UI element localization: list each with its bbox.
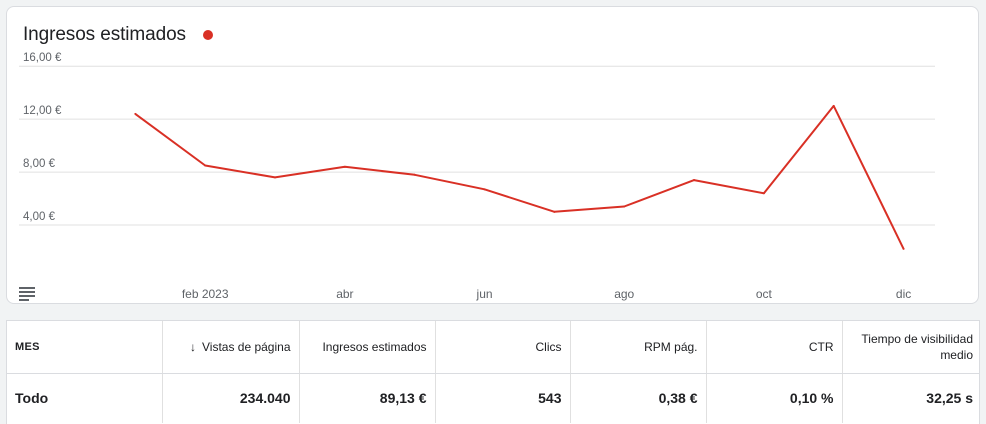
series-line bbox=[134, 104, 905, 250]
data-point bbox=[274, 176, 277, 179]
cell-clics: 543 bbox=[435, 373, 571, 423]
data-point bbox=[204, 164, 207, 167]
data-point bbox=[762, 192, 765, 195]
data-point bbox=[623, 205, 626, 208]
cell-ctr: 0,10 % bbox=[706, 373, 843, 423]
x-tick-label: jun bbox=[476, 287, 493, 301]
header-vistas[interactable]: ↓ Vistas de página bbox=[162, 321, 300, 374]
y-tick-label: 12,00 € bbox=[23, 105, 62, 117]
cell-tiempo: 32,25 s bbox=[926, 390, 973, 407]
data-point bbox=[413, 173, 416, 176]
chart-header: Ingresos estimados bbox=[23, 24, 213, 46]
table-header-row: MES ↓ Vistas de página Ingresos estimados… bbox=[7, 321, 979, 374]
x-tick-label: feb 2023 bbox=[182, 287, 229, 301]
header-mes[interactable]: MES bbox=[7, 321, 163, 374]
data-table: MES ↓ Vistas de página Ingresos estimados… bbox=[7, 321, 979, 423]
table-view-icon[interactable] bbox=[19, 287, 35, 301]
data-point bbox=[134, 112, 137, 115]
header-ctr[interactable]: CTR bbox=[706, 321, 843, 374]
header-rpm[interactable]: RPM pág. bbox=[570, 321, 707, 374]
y-tick-label: 8,00 € bbox=[23, 158, 56, 170]
x-tick-label: oct bbox=[756, 287, 773, 301]
x-tick-label: dic bbox=[896, 287, 911, 301]
data-point bbox=[483, 188, 486, 191]
header-clics[interactable]: Clics bbox=[435, 321, 571, 374]
header-ingresos[interactable]: Ingresos estimados bbox=[299, 321, 436, 374]
sort-down-icon: ↓ bbox=[189, 339, 196, 354]
cell-rpm: 0,38 € bbox=[570, 373, 707, 423]
line-chart: 4,00 € 8,00 € 12,00 € 16,00 € feb 2023 abr jun… bbox=[19, 52, 935, 301]
legend-dot bbox=[202, 30, 213, 40]
x-tick-label: abr bbox=[336, 287, 353, 301]
cell-mes: Todo bbox=[7, 373, 163, 423]
data-point bbox=[693, 179, 696, 182]
cell-vistas: 234.040 bbox=[162, 373, 300, 423]
y-tick-label: 16,00 € bbox=[23, 52, 62, 64]
chart-title: Ingresos estimados bbox=[23, 24, 186, 45]
data-table-card: MES ↓ Vistas de página Ingresos estimados… bbox=[6, 320, 980, 424]
data-point bbox=[553, 210, 556, 213]
x-tick-label: ago bbox=[614, 287, 634, 301]
data-point bbox=[832, 104, 835, 107]
header-vistas-label: Vistas de página bbox=[201, 339, 291, 354]
data-point bbox=[343, 165, 346, 168]
chart-card: 4,00 € 8,00 € 12,00 € 16,00 € feb 2023 abr jun… bbox=[6, 6, 979, 304]
data-point bbox=[902, 247, 905, 250]
cell-ingresos: 89,13 € bbox=[299, 373, 436, 423]
header-tiempo[interactable]: Tiempo de visibilidad medio bbox=[842, 321, 979, 374]
y-tick-label: 4,00 € bbox=[23, 211, 56, 223]
table-row: Todo 234.040 89,13 € 543 0,38 € 0,10 % 3… bbox=[7, 373, 979, 423]
